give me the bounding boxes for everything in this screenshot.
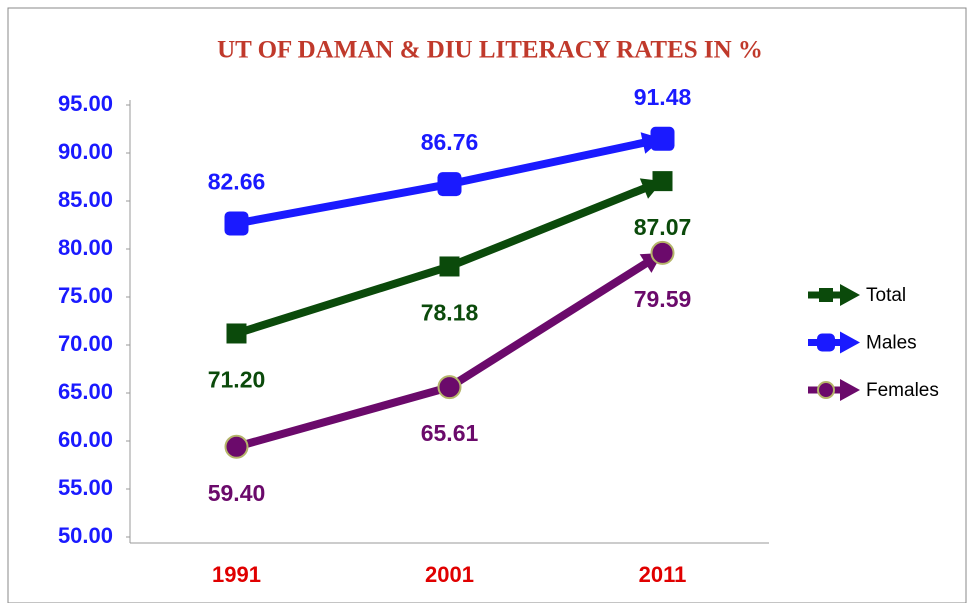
legend-label: Total — [866, 285, 906, 306]
y-tick-label: 85.00 — [58, 187, 113, 212]
data-label: 87.07 — [634, 214, 692, 240]
data-label: 65.61 — [421, 420, 479, 446]
y-tick-label: 50.00 — [58, 523, 113, 548]
legend-arrow — [840, 331, 860, 354]
data-point — [224, 434, 249, 459]
data-point — [650, 126, 675, 151]
data-label: 59.40 — [208, 480, 266, 506]
data-label: 82.66 — [208, 169, 266, 195]
legend-label: Females — [866, 380, 939, 401]
y-tick-label: 80.00 — [58, 235, 113, 260]
data-point — [439, 256, 460, 277]
y-tick-label: 65.00 — [58, 379, 113, 404]
x-tick-label: 2011 — [639, 562, 687, 587]
y-tick-label: 90.00 — [58, 139, 113, 164]
data-point — [650, 240, 675, 265]
data-point — [226, 323, 247, 344]
data-label: 91.48 — [634, 84, 692, 110]
x-tick-label: 2001 — [425, 562, 474, 587]
legend-arrow — [840, 284, 860, 306]
y-tick-label: 60.00 — [58, 427, 113, 452]
y-tick-label: 70.00 — [58, 331, 113, 356]
legend-arrow — [840, 379, 860, 401]
x-tick-label: 1991 — [212, 562, 261, 587]
data-label: 86.76 — [421, 129, 479, 155]
y-tick-label: 75.00 — [58, 283, 113, 308]
data-point — [437, 172, 462, 197]
data-point — [437, 375, 462, 400]
legend-marker — [817, 333, 835, 352]
legend-marker — [817, 381, 835, 399]
data-point — [224, 211, 249, 236]
chart-frame — [7, 7, 967, 603]
data-label: 71.20 — [208, 367, 266, 393]
chart-title: UT OF DAMAN & DIU LITERACY RATES IN % — [217, 37, 763, 64]
y-tick-label: 55.00 — [58, 475, 113, 500]
legend-marker — [819, 288, 833, 302]
data-label: 79.59 — [634, 286, 692, 312]
data-point — [652, 171, 673, 192]
y-tick-label: 95.00 — [58, 91, 113, 116]
legend-label: Males — [866, 333, 917, 354]
data-label: 78.18 — [421, 300, 479, 326]
